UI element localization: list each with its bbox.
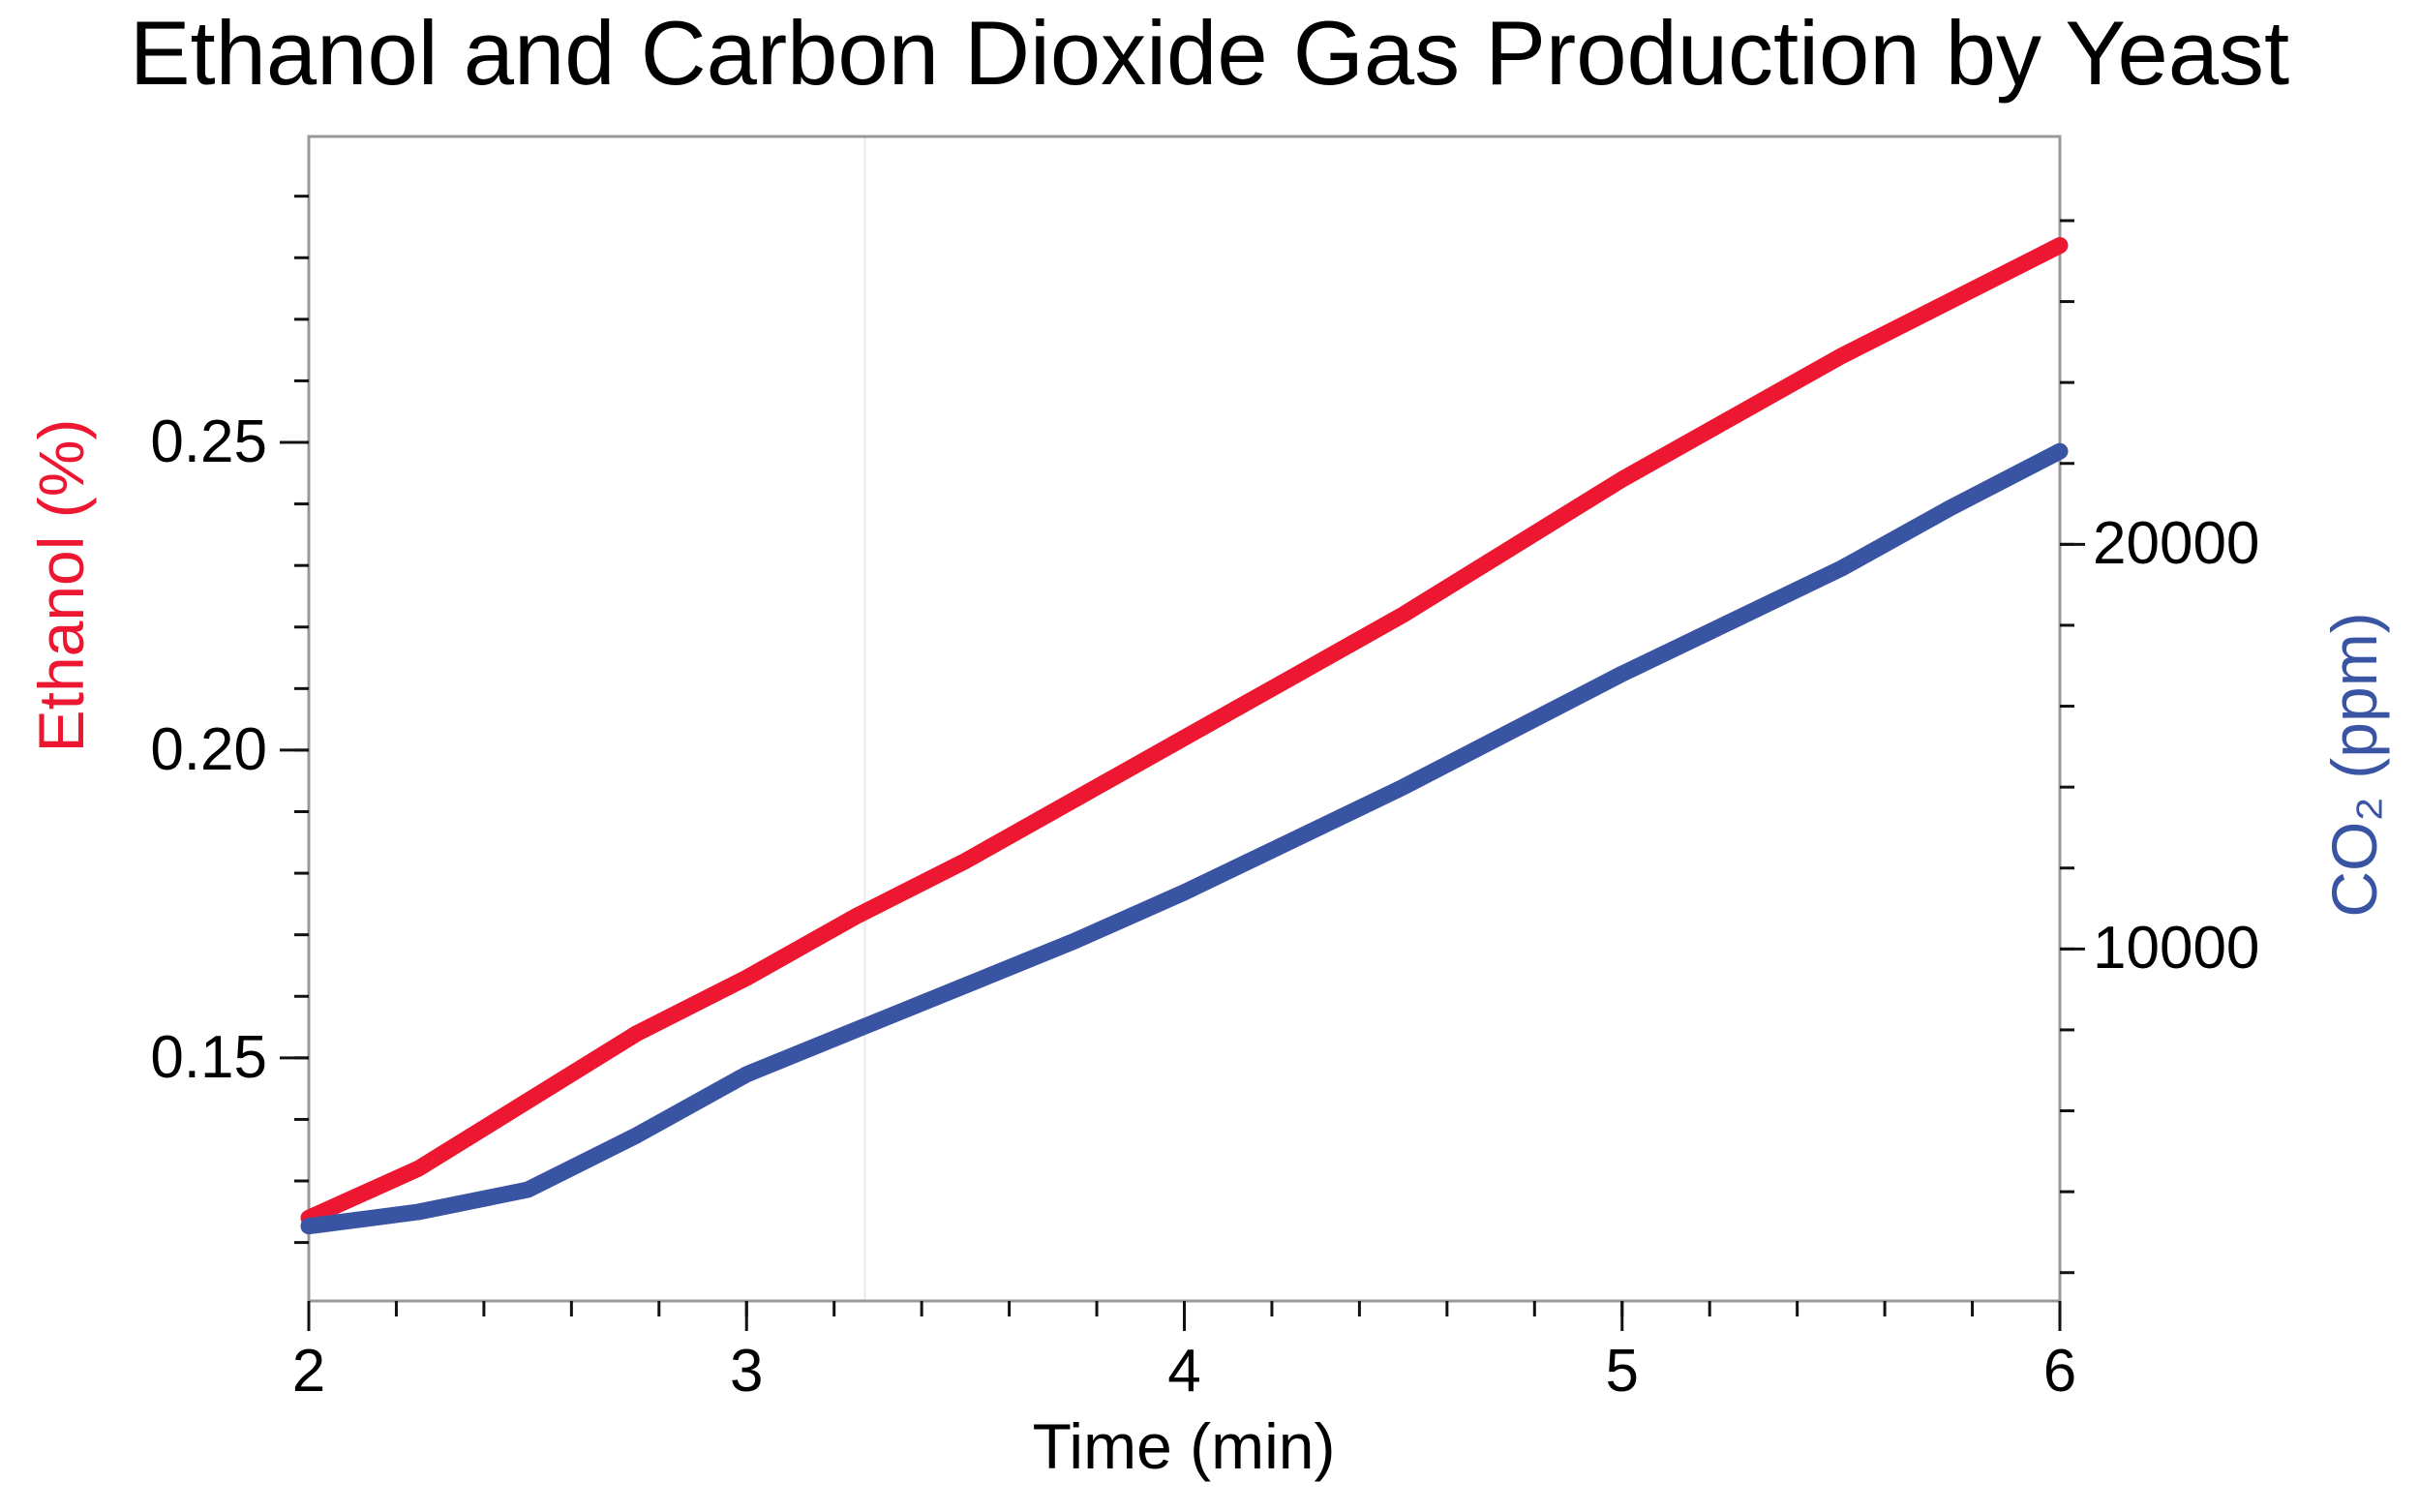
left-y-tick-label: 0.15 [150,1023,267,1091]
plot-frame [307,135,2062,1303]
ethanol-line[interactable] [300,237,2069,1226]
x-tick-label: 5 [1605,1338,1639,1405]
x-tick-label: 4 [1167,1338,1201,1405]
chart-title: Ethanol and Carbon Dioxide Gas Productio… [129,2,2290,104]
right-y-axis-title: CO₂ (ppm) [2318,612,2390,918]
x-tick-label: 3 [730,1338,764,1405]
x-axis-title: Time (min) [1032,1410,1336,1482]
left-y-tick-label: 0.25 [150,408,267,475]
co2-line[interactable] [300,442,2069,1235]
x-tick-label: 6 [2042,1338,2077,1405]
left-y-tick-label: 0.20 [150,715,267,783]
right-y-tick-label: 20000 [2093,510,2260,578]
right-y-tick-label: 10000 [2093,915,2260,983]
x-tick-label: 2 [291,1338,326,1405]
